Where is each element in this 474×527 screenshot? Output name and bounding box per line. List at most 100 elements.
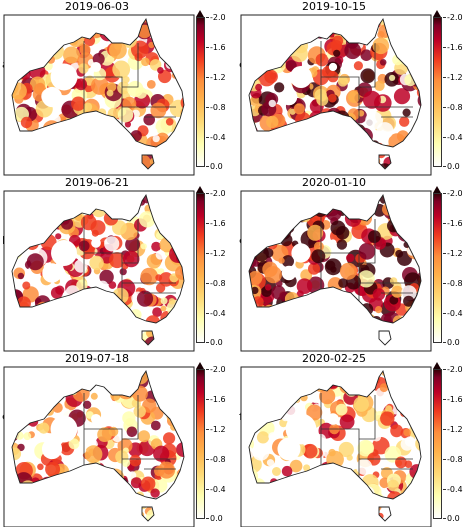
no-data-area (285, 413, 317, 445)
drought-blob (96, 399, 103, 407)
drought-blob (157, 67, 164, 74)
drought-blob (163, 432, 176, 445)
drought-blob (403, 428, 411, 437)
drought-blob (372, 37, 390, 55)
drought-blob (150, 420, 161, 431)
colorbar-tick: -1.2 (206, 74, 226, 82)
drought-blob (328, 448, 336, 457)
colorbar-tick: 0.0 (206, 515, 223, 523)
colorbar-gradient (433, 193, 442, 343)
drought-blob (12, 447, 22, 461)
drought-blob (338, 278, 348, 288)
panel-date: 2019-06-21 (65, 176, 129, 189)
drought-blob (129, 454, 142, 467)
no-data-area (277, 437, 301, 461)
coastline (248, 193, 422, 324)
colorbar-tick: -0.4 (443, 486, 463, 494)
coastline (378, 330, 392, 346)
drought-blob (122, 458, 131, 468)
drought-blob (151, 128, 158, 135)
colorbar-tick: -2.0 (206, 190, 226, 198)
panel-date: 2020-01-10 (302, 176, 366, 189)
drought-blob (365, 111, 383, 130)
drought-blob (358, 242, 376, 260)
state-borders (83, 217, 176, 301)
coastline (141, 154, 155, 170)
drought-blob (133, 405, 146, 418)
map-panel-f: 2020-02-25 f) -2.0 -1.6 -1.2 -0.8 -0.4 0… (237, 352, 474, 527)
drought-blob (140, 267, 158, 286)
map-panel-a: 2019-06-03 a) -2.0 -1.6 -1.2 -0.8 -0.4 0… (0, 0, 237, 176)
drought-blob (368, 230, 381, 243)
drought-blob (84, 445, 103, 464)
drought-blob (22, 281, 31, 290)
no-data-area (90, 413, 102, 425)
colorbar-tick: -1.6 (443, 396, 463, 404)
colorbar-tick: 0.0 (206, 163, 223, 171)
colorbar-tick: -2.0 (206, 366, 226, 374)
state-borders (83, 393, 176, 477)
coastline (141, 506, 155, 522)
drought-blob (316, 93, 329, 106)
drought-blob (393, 88, 411, 105)
colorbar-tick: -1.6 (206, 220, 226, 228)
drought-blob (311, 249, 326, 264)
drought-blob (249, 271, 263, 285)
drought-blob (160, 297, 168, 305)
drought-blob (264, 69, 278, 84)
drought-blob (130, 477, 142, 489)
drought-blob (281, 465, 293, 477)
colorbar-gradient (433, 369, 442, 519)
drought-blob (281, 255, 294, 268)
drought-blob (153, 445, 170, 462)
panel-date: 2019-07-18 (65, 352, 129, 365)
drought-blob (131, 40, 149, 59)
colorbar-tick: 0.0 (443, 339, 460, 347)
colorbar-tick: -0.8 (443, 456, 463, 464)
drought-blob (302, 443, 318, 459)
drought-blob (356, 458, 373, 475)
no-data-area (280, 88, 298, 106)
drought-blob (274, 82, 285, 93)
drought-blob (152, 307, 163, 317)
australia-map (3, 190, 195, 352)
drought-blob (154, 465, 165, 477)
no-data-area (41, 438, 63, 460)
drought-blob (155, 283, 166, 293)
colorbar: -2.0 -1.6 -1.2 -0.8 -0.4 0.0 (196, 10, 226, 175)
colorbar: -2.0 -1.6 -1.2 -0.8 -0.4 0.0 (433, 362, 463, 527)
coastline (378, 506, 392, 522)
colorbar-tick: -0.4 (443, 310, 463, 318)
no-data-area (91, 238, 101, 248)
drought-blob (150, 102, 167, 119)
drought-blob (74, 259, 88, 273)
colorbar-gradient (433, 17, 442, 167)
drought-blob (17, 272, 25, 280)
drought-blob (333, 49, 341, 57)
no-data-area (90, 61, 102, 73)
drought-blob (139, 211, 156, 228)
drought-blob (97, 427, 112, 442)
drought-blob (82, 400, 92, 409)
drought-blob (140, 243, 147, 250)
drought-blob (335, 403, 348, 416)
drought-blob (136, 290, 154, 307)
no-data-area (281, 265, 297, 281)
colorbar-tick: -1.6 (206, 396, 226, 404)
drought-blob (117, 81, 130, 95)
drought-blob (353, 61, 363, 71)
panel-date: 2020-02-25 (302, 352, 366, 365)
drought-blob (266, 459, 275, 467)
colorbar-tick: -0.8 (443, 104, 463, 112)
drought-blob (296, 278, 313, 294)
drought-blob (71, 96, 86, 111)
colorbar-tick: -0.4 (443, 134, 463, 142)
australia-map (240, 190, 432, 352)
colorbar-tick: -0.4 (206, 486, 226, 494)
drought-blob (374, 80, 385, 92)
drought-blob (160, 305, 167, 312)
drought-blob (55, 233, 62, 240)
colorbar-tick: -2.0 (443, 14, 463, 22)
drought-blob (119, 268, 127, 276)
drought-blob (379, 383, 389, 393)
